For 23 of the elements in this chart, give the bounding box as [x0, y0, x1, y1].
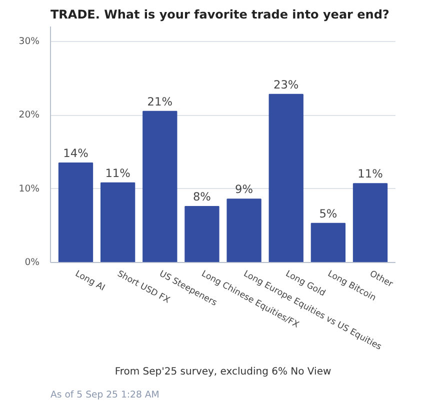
- data-label: 9%: [235, 182, 254, 196]
- chart-title: TRADE. What is your favorite trade into year end?: [50, 8, 390, 22]
- y-tick-label: 20%: [18, 110, 40, 120]
- data-label: 8%: [192, 189, 212, 204]
- text: As of 5 Sep 25 1:28 AM: [50, 390, 160, 400]
- bar: [226, 198, 262, 262]
- bar: [352, 183, 388, 262]
- bar: [268, 94, 304, 262]
- data-label: 5%: [319, 206, 338, 220]
- bar: [184, 206, 220, 262]
- y-tick-label: 30%: [18, 36, 40, 47]
- y-tick-label: 10%: [18, 183, 40, 194]
- y-tick-label: 0%: [24, 257, 40, 268]
- data-label: 14%: [63, 146, 89, 160]
- data-label: 23%: [274, 77, 299, 92]
- bar: [142, 110, 178, 262]
- bar: [100, 182, 136, 262]
- data-label: 11%: [358, 166, 384, 181]
- bar: [310, 222, 346, 262]
- data-label: 11%: [105, 166, 131, 180]
- text: From Sep'25 survey, excluding 6% No View: [114, 366, 332, 378]
- data-label: 21%: [147, 94, 173, 108]
- bar: [58, 162, 94, 262]
